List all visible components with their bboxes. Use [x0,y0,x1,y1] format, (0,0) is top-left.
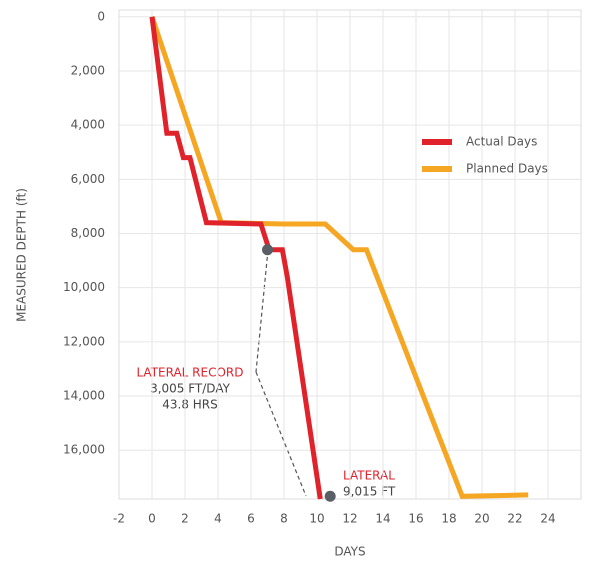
x-tick-label: 4 [214,512,222,526]
y-tick-label: 14,000 [63,389,105,403]
x-tick-label: -2 [113,512,125,526]
y-tick-label: 16,000 [63,443,105,457]
x-tick-label: 2 [181,512,189,526]
x-axis-title: DAYS [334,545,365,559]
y-tick-label: 8,000 [71,226,105,240]
y-tick-label: 6,000 [71,172,105,186]
series-line [149,15,529,499]
x-tick-label: 22 [507,512,522,526]
annotation: 43.8 HRS [162,398,218,412]
annotation: LATERAL [343,469,395,483]
y-tick-label: 2,000 [71,63,105,77]
x-tick-label: 6 [247,512,255,526]
marker-point [324,490,336,502]
x-tick-label: 18 [441,512,456,526]
leader-line [255,249,269,373]
y-tick-label: 4,000 [71,118,105,132]
y-axis-title: MEASURED DEPTH (ft) [15,188,29,322]
x-tick-label: 24 [540,512,555,526]
marker-point [262,244,273,256]
annotation: 3,005 FT/DAY [150,382,231,396]
annotation: 9,015 FT [343,485,396,499]
annotation: LATERAL RECORD [136,366,243,380]
x-tick-label: 14 [375,512,390,526]
y-tick-label: 12,000 [63,334,105,348]
plot-frame [118,9,582,500]
x-tick-label: 8 [280,512,288,526]
legend-label: Actual Days [466,135,537,149]
x-tick-label: 20 [474,512,489,526]
y-tick-label: 0 [97,9,105,23]
x-tick-label: 0 [148,512,156,526]
legend-label: Planned Days [466,162,548,176]
y-tick-label: 10,000 [63,280,105,294]
leader-line [255,371,307,497]
x-tick-label: 12 [342,512,357,526]
series-line [149,16,323,500]
x-tick-label: 10 [309,512,324,526]
x-tick-label: 16 [408,512,423,526]
